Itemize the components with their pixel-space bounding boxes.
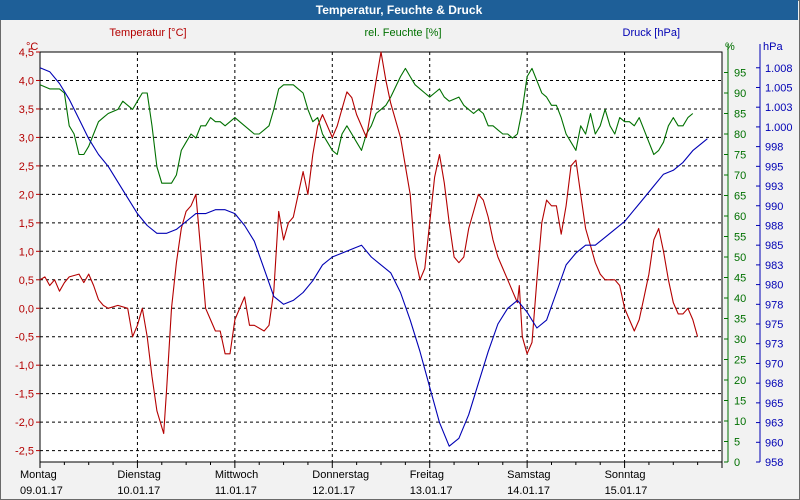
- temperature-tick-label: 4,0: [19, 75, 34, 87]
- pressure-tick-label: 1.000: [765, 122, 793, 134]
- humidity-tick-label: 75: [734, 150, 746, 162]
- pressure-tick-label: 963: [765, 418, 783, 430]
- temperature-tick-label: -1,0: [15, 360, 34, 372]
- temperature-axis-title: Temperatur [°C]: [109, 27, 186, 39]
- date-label: 13.01.17: [410, 485, 453, 497]
- temperature-tick-label: 1,0: [19, 246, 34, 258]
- temperature-tick-label: -2,0: [15, 417, 34, 429]
- pressure-tick-label: 1.003: [765, 102, 793, 114]
- day-label: Mittwoch: [215, 469, 258, 481]
- temperature-tick-label: 3,0: [19, 132, 34, 144]
- pressure-tick-label: 973: [765, 339, 783, 351]
- pressure-tick-label: 985: [765, 240, 783, 252]
- humidity-tick-label: 50: [734, 252, 746, 264]
- date-label: 10.01.17: [117, 485, 160, 497]
- pressure-tick-label: 1.008: [765, 63, 793, 75]
- date-label: 09.01.17: [20, 485, 63, 497]
- humidity-tick-label: 35: [734, 314, 746, 326]
- pressure-axis-title: Druck [hPa]: [623, 27, 680, 39]
- humidity-tick-label: 40: [734, 293, 746, 305]
- date-label: 12.01.17: [312, 485, 355, 497]
- humidity-tick-label: 60: [734, 211, 746, 223]
- humidity-tick-label: 5: [734, 437, 740, 449]
- pressure-tick-label: 978: [765, 299, 783, 311]
- series-layer: [39, 51, 708, 447]
- temperature-tick-label: 2,0: [19, 189, 34, 201]
- humidity-tick-label: 20: [734, 375, 746, 387]
- temperature-tick-label: 4,5: [19, 47, 34, 59]
- temperature-tick-label: 0,0: [19, 303, 34, 315]
- temperature-tick-label: -0,5: [15, 332, 34, 344]
- humidity-tick-label: 55: [734, 232, 746, 244]
- pressure-tick-label: 968: [765, 378, 783, 390]
- axes: -2,5 -2,0 -1,5 -1,0 -0,5 0,0 0,5 1,0 1,5 2,0 2,5 3,…: [15, 27, 793, 497]
- temperature-tick-label: 0,5: [19, 275, 34, 287]
- chart-title: Temperatur, Feuchte & Druck: [0, 0, 798, 20]
- humidity-tick-label: 95: [734, 68, 746, 80]
- humidity-tick-label: 85: [734, 109, 746, 121]
- pressure-unit-label: hPa: [763, 41, 783, 53]
- humidity-tick-label: 0: [734, 457, 740, 469]
- humidity-tick-label: 80: [734, 129, 746, 141]
- pressure-tick-label: 983: [765, 260, 783, 272]
- date-label: 15.01.17: [605, 485, 648, 497]
- grid: [40, 51, 722, 462]
- temperature-tick-label: -2,5: [15, 446, 34, 458]
- pressure-tick-label: 960: [765, 437, 783, 449]
- humidity-unit-label: %: [725, 41, 735, 53]
- humidity-tick-label: 25: [734, 355, 746, 367]
- temperature-tick-label: 1,5: [19, 218, 34, 230]
- date-label: 11.01.17: [215, 485, 257, 497]
- pressure-tick-label: 988: [765, 220, 783, 232]
- temperature-tick-label: -1,5: [15, 389, 34, 401]
- humidity-tick-label: 15: [734, 396, 746, 408]
- temperature-unit-label: °C: [26, 41, 38, 53]
- humidity-axis-title: rel. Feuchte [%]: [364, 27, 441, 39]
- day-label: Samstag: [507, 469, 550, 481]
- pressure-tick-label: 975: [765, 319, 783, 331]
- pressure-tick-label: 980: [765, 280, 783, 292]
- humidity-tick-label: 30: [734, 334, 746, 346]
- pressure-tick-label: 965: [765, 398, 783, 410]
- humidity-tick-label: 65: [734, 191, 746, 203]
- pressure-series-line: [39, 67, 708, 447]
- humidity-tick-label: 45: [734, 273, 746, 285]
- temperature-tick-label: 3,5: [19, 104, 34, 116]
- pressure-tick-label: 993: [765, 181, 783, 193]
- date-label: 14.01.17: [507, 485, 550, 497]
- pressure-tick-label: 990: [765, 201, 783, 213]
- temperature-series-line: [39, 51, 699, 435]
- plot-area: [39, 51, 723, 463]
- pressure-tick-label: 998: [765, 142, 783, 154]
- day-label: Donnerstag: [312, 469, 369, 481]
- day-label: Sonntag: [605, 469, 646, 481]
- pressure-tick-label: 995: [765, 161, 783, 173]
- day-label: Freitag: [410, 469, 444, 481]
- pressure-tick-label: 958: [765, 457, 783, 469]
- pressure-tick-label: 970: [765, 358, 783, 370]
- humidity-series-line: [39, 67, 694, 184]
- day-label: Dienstag: [117, 469, 160, 481]
- pressure-tick-label: 1.005: [765, 82, 793, 94]
- humidity-tick-label: 90: [734, 88, 746, 100]
- humidity-tick-label: 70: [734, 170, 746, 182]
- temperature-tick-label: 2,5: [19, 161, 34, 173]
- day-label: Montag: [20, 469, 57, 481]
- humidity-tick-label: 10: [734, 416, 746, 428]
